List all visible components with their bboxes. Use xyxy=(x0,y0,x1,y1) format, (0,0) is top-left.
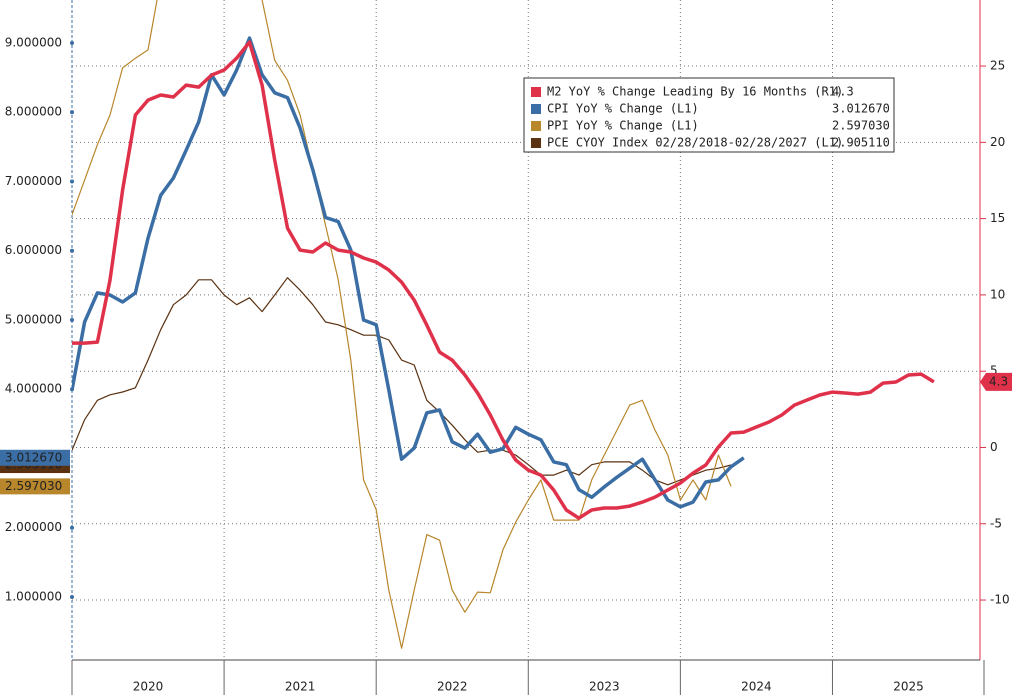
legend-swatch xyxy=(531,87,541,97)
y-tick-label: 6.000000 xyxy=(5,243,62,257)
y-tick-label: 9.000000 xyxy=(5,35,62,49)
y2-tick-label: 5 xyxy=(990,364,998,378)
y-tick xyxy=(70,387,74,392)
y-tick xyxy=(70,248,74,253)
series-line xyxy=(72,0,732,649)
y-tick-label: 1.000000 xyxy=(5,589,62,603)
legend-value: 2.905110 xyxy=(832,136,890,150)
legend-label: M2 YoY % Change Leading By 16 Months (R1… xyxy=(547,85,843,99)
y-tick-label: 8.000000 xyxy=(5,105,62,119)
legend-label: CPI YoY % Change (L1) xyxy=(547,102,699,116)
x-tick-label: 2025 xyxy=(893,680,924,694)
y-tick-label: 5.000000 xyxy=(5,312,62,326)
y-tick-label: 4.000000 xyxy=(5,382,62,396)
legend-label: PCE CYOY Index 02/28/2018-02/28/2027 (L1… xyxy=(547,136,843,150)
plot-area xyxy=(72,0,935,649)
y2-tick-label: 20 xyxy=(990,135,1005,149)
legend-value: 3.012670 xyxy=(832,102,890,116)
y2-tick-label: 25 xyxy=(990,59,1005,73)
axis-badge xyxy=(0,478,70,495)
axis-badge xyxy=(0,449,70,466)
series-line xyxy=(72,40,935,520)
x-tick-label: 2021 xyxy=(285,680,316,694)
y-tick xyxy=(70,317,74,322)
legend-swatch xyxy=(531,121,541,131)
y2-tick-label: -5 xyxy=(990,516,1002,530)
y-tick xyxy=(70,525,74,530)
y-tick xyxy=(70,594,74,599)
axis-badge xyxy=(980,372,1012,391)
x-tick-label: 2022 xyxy=(437,680,468,694)
legend-swatch xyxy=(531,104,541,114)
y-tick-label: 2.000000 xyxy=(5,520,62,534)
y-tick xyxy=(70,110,74,115)
y2-tick-label: 15 xyxy=(990,211,1005,225)
axis-badge-label: 4.3 xyxy=(989,374,1008,388)
axis-badge-label: 2.597030 xyxy=(5,479,62,493)
axis-badge-label: 3.012670 xyxy=(5,450,62,464)
y-tick xyxy=(70,179,74,184)
y2-tick-label: -10 xyxy=(990,593,1010,607)
y-tick-label: 7.000000 xyxy=(5,174,62,188)
legend-value: 2.597030 xyxy=(832,119,890,133)
y2-tick-label: 10 xyxy=(990,287,1005,301)
legend-box xyxy=(523,77,895,153)
legend-swatch xyxy=(531,138,541,148)
y-tick xyxy=(70,40,74,45)
series-line xyxy=(72,277,732,486)
legend: M2 YoY % Change Leading By 16 Months (R1… xyxy=(523,77,895,153)
x-tick-label: 2023 xyxy=(589,680,620,694)
legend-value: 4.3 xyxy=(832,85,854,99)
x-tick-label: 2020 xyxy=(133,680,164,694)
series-line xyxy=(72,36,745,509)
x-tick-label: 2024 xyxy=(741,680,772,694)
y2-tick-label: 0 xyxy=(990,440,998,454)
legend-label: PPI YoY % Change (L1) xyxy=(547,119,699,133)
